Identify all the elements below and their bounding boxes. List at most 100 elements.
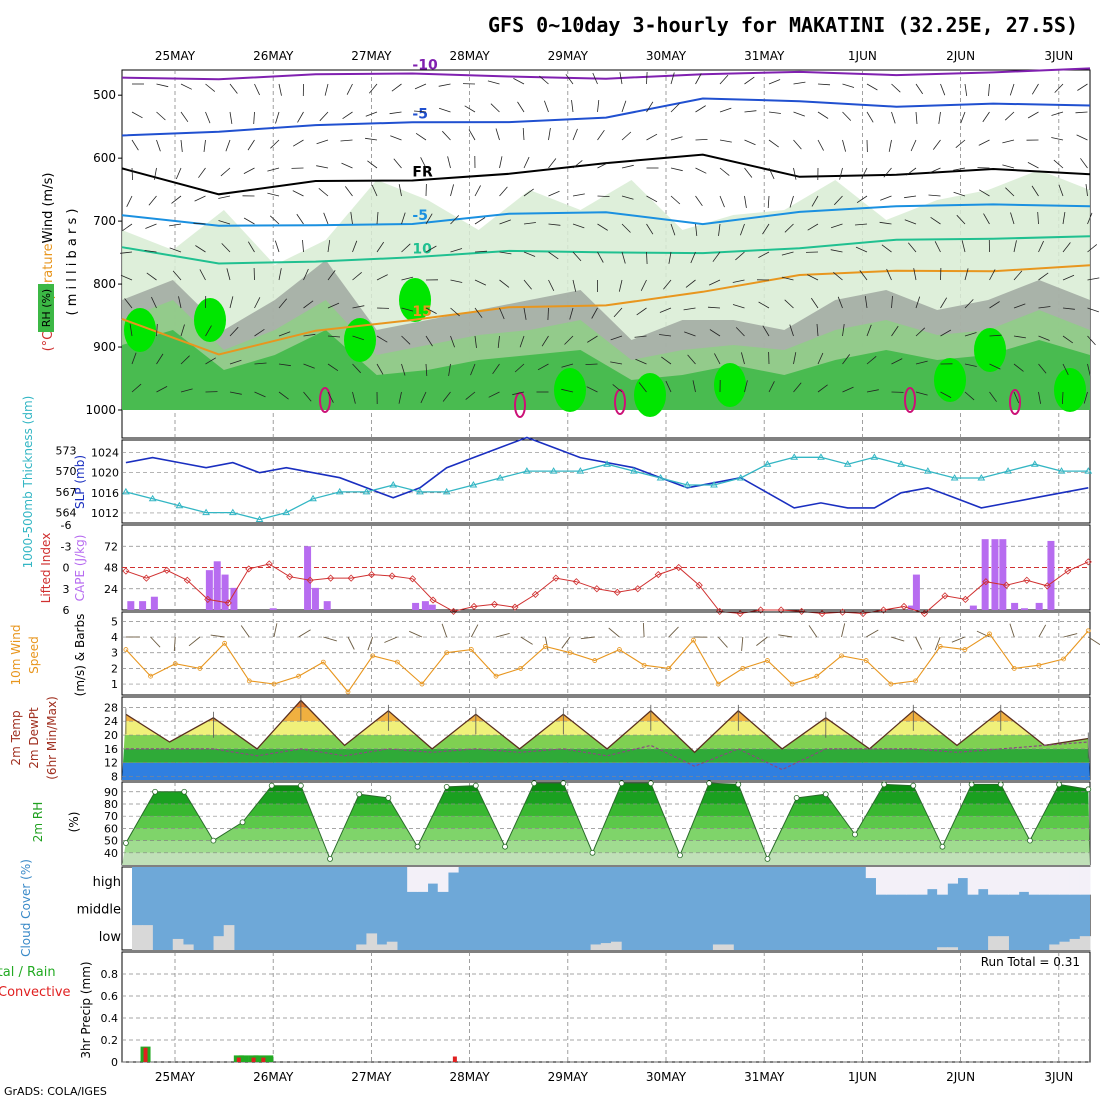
wind-barb xyxy=(811,195,819,207)
thickness-tick-label: 564 xyxy=(56,507,77,520)
lifted-index-marker xyxy=(204,595,212,603)
wind-barb xyxy=(203,139,206,152)
thickness-marker xyxy=(148,494,157,502)
wind-barb xyxy=(464,105,476,113)
high-cloud-gap xyxy=(957,867,969,879)
wind-speed-marker xyxy=(715,681,721,687)
rh-marker xyxy=(793,794,800,801)
y-tick-label: 24 xyxy=(104,715,118,728)
wind-barb xyxy=(881,244,892,253)
wind-barb xyxy=(275,111,280,124)
thickness-marker xyxy=(389,480,398,488)
wind-barb-10m xyxy=(273,623,278,638)
cape-bar xyxy=(999,539,1007,610)
cape-bar xyxy=(323,601,331,610)
lifted-index-marker xyxy=(122,567,130,575)
x-tick-label-top: 29MAY xyxy=(548,49,589,63)
wind-barb xyxy=(793,352,797,365)
wind-barb xyxy=(690,251,696,264)
rh-saturated-blob xyxy=(634,373,666,417)
lifted-index-marker xyxy=(818,609,826,618)
wind-barb xyxy=(569,307,574,320)
wind-barb xyxy=(964,391,975,401)
rh-marker xyxy=(968,781,975,788)
wind-barb xyxy=(297,111,304,123)
rh-marker xyxy=(677,852,683,859)
wind-barb xyxy=(597,162,609,169)
wind-barb xyxy=(448,363,451,376)
low-cloud-bar xyxy=(988,936,999,950)
cape-bar xyxy=(205,570,213,610)
cape-bar xyxy=(421,601,429,610)
panel-frame xyxy=(121,611,1091,696)
thickness-marker xyxy=(763,460,772,467)
wind-barb-10m xyxy=(347,636,355,650)
rh-marker xyxy=(152,788,158,795)
isotherm-label: -10 xyxy=(412,58,438,74)
wind-barb xyxy=(487,80,500,85)
wind-barb xyxy=(1062,242,1071,253)
thickness-tick-label: 570 xyxy=(56,465,77,478)
wind-barb xyxy=(683,307,696,311)
rh-marker xyxy=(297,782,304,789)
thickness-marker xyxy=(629,467,638,474)
y-tick-label: 16 xyxy=(104,743,118,756)
li-tick-label: -6 xyxy=(61,519,72,532)
wind-barb xyxy=(864,296,868,309)
wind-barb xyxy=(499,219,511,225)
wind-barb xyxy=(597,251,604,263)
cape-bar xyxy=(230,587,238,610)
wind-barb xyxy=(1027,111,1039,119)
wind-barb xyxy=(450,335,455,348)
wind-barb xyxy=(661,356,672,365)
wind-barb xyxy=(303,363,315,369)
wind-barb-10m xyxy=(544,636,549,651)
wind-barb xyxy=(131,352,137,365)
high-cloud-gap xyxy=(998,867,1009,895)
y-axis-label-units: ( m i l l i b a r s ) xyxy=(65,209,80,316)
wind-speed-marker xyxy=(468,647,474,652)
wind-barb xyxy=(344,186,353,197)
lifted-index-marker xyxy=(736,609,744,618)
precip-total-bar xyxy=(238,1055,249,1062)
wind-barb xyxy=(254,83,260,96)
wind-barb xyxy=(565,74,574,85)
wind-barb xyxy=(564,335,574,345)
wind-barb xyxy=(376,241,385,253)
x-tick-label-top: 28MAY xyxy=(449,49,490,63)
wind-barb xyxy=(1031,185,1039,197)
wind-barb xyxy=(450,248,463,253)
temp-axis-label: 2m DewPt xyxy=(27,707,41,769)
isotherm-line xyxy=(121,235,1091,265)
panel-slp_thickness: 1012 1016 1020 1024 564 567 570 573 1000-500mb T… xyxy=(21,396,1093,568)
cape-bar xyxy=(127,601,135,610)
wind-barb xyxy=(229,326,239,337)
high-cloud-gap xyxy=(417,867,429,892)
high-cloud-gap xyxy=(875,867,887,895)
wind-barb xyxy=(1009,83,1015,96)
wind-barb xyxy=(906,167,917,176)
y-tick-label: 800 xyxy=(93,277,116,291)
wind-barb-10m xyxy=(441,623,448,638)
slp-tick-label: 1024 xyxy=(91,447,119,460)
rh-band xyxy=(122,840,1090,853)
y-tick-label: 0.2 xyxy=(101,1034,119,1047)
thickness-marker xyxy=(416,487,424,495)
wind-barb xyxy=(365,111,378,117)
rh-saturated-blob xyxy=(554,368,586,412)
wind-barb xyxy=(891,83,901,93)
wind-barb xyxy=(816,323,819,337)
wind-speed-marker xyxy=(888,681,894,687)
rh-saturated-blob xyxy=(344,318,376,362)
low-cloud-bar xyxy=(366,933,378,950)
low-cloud-bar xyxy=(1069,938,1081,950)
wind-barb xyxy=(982,111,990,123)
wind-barb xyxy=(126,195,133,207)
y-tick-label: 50 xyxy=(104,835,118,848)
wind-barb xyxy=(221,243,231,253)
low-cloud-bar xyxy=(712,944,724,950)
wind-barb xyxy=(597,129,605,141)
lifted-index-line xyxy=(125,561,1089,615)
rh-marker xyxy=(997,781,1004,788)
